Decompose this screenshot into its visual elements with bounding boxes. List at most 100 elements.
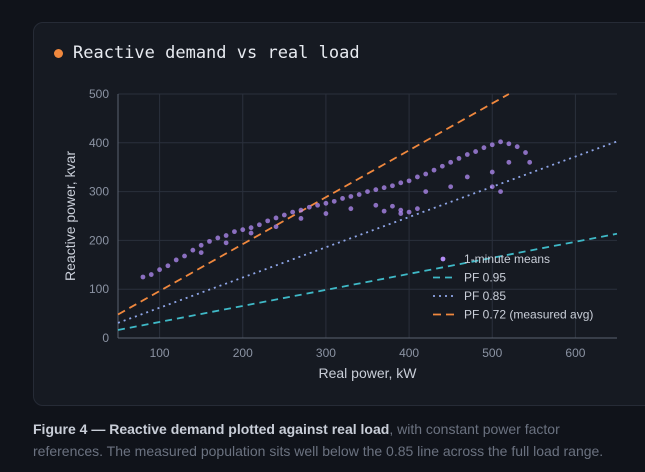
data-point: [298, 216, 304, 221]
x-tick-label: 600: [565, 346, 585, 360]
x-tick-label: 100: [150, 346, 170, 360]
data-point: [157, 267, 162, 273]
data-point: [415, 206, 420, 212]
data-point: [498, 139, 503, 145]
legend-label-0: PF 0.95: [464, 271, 506, 285]
data-point: [273, 224, 279, 230]
data-point: [464, 174, 470, 180]
y-tick-label: 0: [102, 331, 109, 345]
data-point: [340, 196, 345, 201]
legend-marker-scatter: [440, 256, 446, 262]
y-axis-label: Reactive power, kvar: [62, 151, 78, 281]
data-point: [232, 229, 237, 235]
data-point: [439, 163, 445, 169]
data-point: [506, 141, 512, 147]
data-point: [148, 272, 154, 277]
data-point: [173, 257, 179, 263]
data-point: [423, 189, 429, 195]
data-point: [381, 185, 387, 191]
data-point: [323, 200, 329, 206]
data-point: [448, 184, 454, 190]
data-point: [390, 203, 395, 209]
legend: 1-minute means PF 0.95 PF 0.85 PF 0.72 (mea…: [433, 252, 593, 322]
data-point: [481, 145, 487, 151]
panel-title: Reactive demand vs real load: [54, 43, 360, 63]
data-point: [248, 230, 254, 236]
data-point: [298, 207, 304, 213]
x-tick-label: 400: [399, 346, 419, 360]
data-point: [248, 225, 254, 231]
data-point: [331, 198, 337, 204]
data-point: [356, 192, 362, 197]
data-point: [406, 178, 412, 184]
y-tick-label: 200: [89, 233, 109, 247]
data-point: [489, 184, 495, 190]
data-point: [290, 209, 296, 215]
data-point: [240, 227, 246, 233]
data-point: [381, 208, 387, 214]
pf-line-2: [117, 93, 510, 316]
data-point: [198, 242, 204, 248]
data-point: [398, 211, 404, 216]
chart-panel: Reactive demand vs real load: [33, 22, 645, 406]
data-point: [273, 215, 279, 221]
data-point: [223, 233, 229, 238]
data-point: [256, 222, 262, 228]
data-point: [464, 152, 470, 157]
legend-label-2: PF 0.72 (measured avg): [464, 308, 593, 322]
data-point: [514, 144, 520, 150]
data-point: [390, 183, 395, 189]
data-point: [165, 263, 171, 269]
data-point: [406, 209, 412, 215]
data-point: [398, 207, 404, 213]
x-tick-label: 300: [316, 346, 336, 360]
data-point: [498, 189, 503, 195]
pf-line-0: [117, 232, 618, 331]
y-tick-label: 500: [89, 87, 109, 101]
data-point: [348, 206, 354, 212]
data-point: [365, 189, 370, 195]
data-point: [415, 174, 420, 180]
data-point: [506, 159, 512, 165]
data-point: [140, 274, 146, 280]
data-point: [207, 238, 212, 244]
data-point: [281, 212, 287, 218]
axes: 0 100 200 300 400 500 100 200 300 400 500 600: [89, 87, 617, 360]
y-tick-label: 100: [89, 282, 109, 296]
data-point: [373, 187, 379, 193]
caption-lead: Figure 4 — Reactive demand plotted again…: [33, 421, 390, 437]
scatter-chart: 0 100 200 300 400 500 100 200 300 400 500 600 1-min…: [62, 87, 618, 381]
data-point: [323, 211, 329, 216]
data-point: [473, 149, 479, 154]
data-point: [423, 171, 429, 177]
data-point: [348, 194, 354, 199]
figure-caption: Figure 4 — Reactive demand plotted again…: [33, 418, 613, 462]
data-point: [265, 218, 271, 224]
scatter-points: [140, 139, 533, 280]
x-axis-label: Real power, kW: [318, 365, 417, 381]
data-point: [315, 202, 320, 208]
data-point: [190, 247, 196, 253]
legend-label-1: PF 0.85: [464, 289, 506, 303]
x-tick-label: 200: [233, 346, 253, 360]
data-point: [431, 167, 437, 173]
pf-lines: [117, 93, 618, 331]
data-point: [373, 202, 379, 208]
data-point: [523, 150, 528, 155]
data-point: [182, 253, 187, 259]
data-point: [489, 169, 495, 175]
pf-line-1: [117, 140, 618, 324]
grid: [118, 93, 617, 339]
y-tick-label: 400: [89, 136, 109, 150]
data-point: [489, 142, 495, 148]
data-point: [215, 235, 221, 241]
status-dot-icon: [54, 48, 63, 58]
data-point: [398, 180, 404, 186]
data-point: [198, 250, 204, 256]
data-point: [527, 159, 533, 165]
data-point: [448, 159, 454, 165]
data-point: [456, 156, 462, 161]
data-point: [223, 240, 229, 246]
panel-title-text: Reactive demand vs real load: [73, 43, 360, 63]
legend-label-scatter: 1-minute means: [464, 252, 550, 266]
